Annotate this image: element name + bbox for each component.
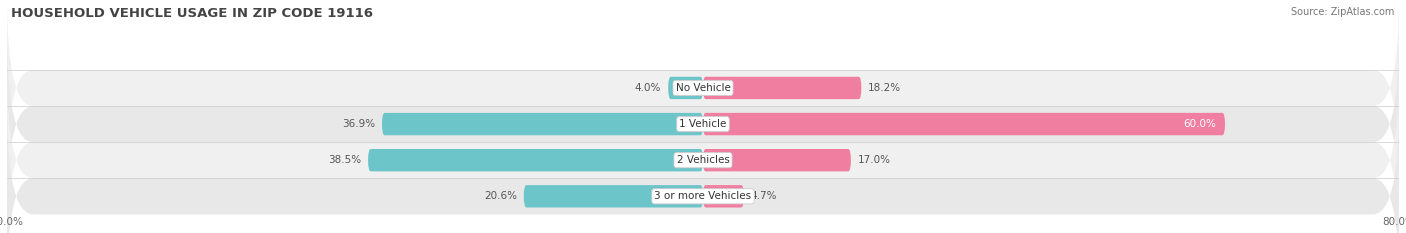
Text: 38.5%: 38.5%: [328, 155, 361, 165]
Text: 36.9%: 36.9%: [342, 119, 375, 129]
FancyBboxPatch shape: [368, 149, 703, 171]
Text: 18.2%: 18.2%: [869, 83, 901, 93]
Text: 20.6%: 20.6%: [484, 191, 517, 201]
FancyBboxPatch shape: [524, 185, 703, 208]
Text: 4.0%: 4.0%: [636, 83, 661, 93]
Text: Source: ZipAtlas.com: Source: ZipAtlas.com: [1291, 7, 1395, 17]
Text: HOUSEHOLD VEHICLE USAGE IN ZIP CODE 19116: HOUSEHOLD VEHICLE USAGE IN ZIP CODE 1911…: [11, 7, 373, 20]
FancyBboxPatch shape: [7, 106, 1399, 233]
FancyBboxPatch shape: [703, 149, 851, 171]
FancyBboxPatch shape: [382, 113, 703, 135]
FancyBboxPatch shape: [7, 0, 1399, 178]
Text: 3 or more Vehicles: 3 or more Vehicles: [654, 191, 752, 201]
FancyBboxPatch shape: [703, 113, 1225, 135]
Text: 1 Vehicle: 1 Vehicle: [679, 119, 727, 129]
FancyBboxPatch shape: [7, 70, 1399, 233]
FancyBboxPatch shape: [668, 77, 703, 99]
Text: 4.7%: 4.7%: [751, 191, 778, 201]
FancyBboxPatch shape: [703, 185, 744, 208]
Text: 2 Vehicles: 2 Vehicles: [676, 155, 730, 165]
Text: 17.0%: 17.0%: [858, 155, 891, 165]
Text: 60.0%: 60.0%: [1184, 119, 1216, 129]
Text: No Vehicle: No Vehicle: [675, 83, 731, 93]
FancyBboxPatch shape: [703, 77, 862, 99]
FancyBboxPatch shape: [7, 34, 1399, 214]
